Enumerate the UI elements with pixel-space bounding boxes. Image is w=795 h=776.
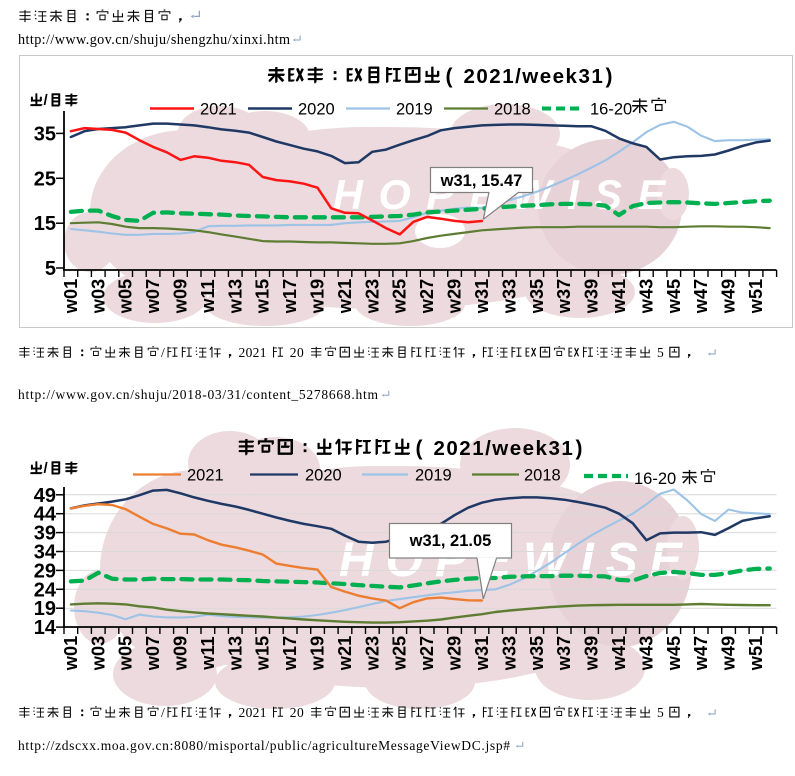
svg-text:w31: w31 bbox=[472, 279, 492, 314]
svg-text:2021: 2021 bbox=[200, 101, 237, 119]
svg-text:w07: w07 bbox=[143, 636, 163, 671]
svg-text:w09: w09 bbox=[171, 279, 191, 314]
svg-text:2020: 2020 bbox=[298, 101, 335, 119]
svg-text:w51: w51 bbox=[746, 279, 766, 314]
svg-text:w03: w03 bbox=[88, 279, 108, 314]
svg-text:2020: 2020 bbox=[305, 467, 342, 485]
svg-text:w29: w29 bbox=[445, 279, 465, 314]
svg-text:w27: w27 bbox=[417, 636, 437, 671]
svg-text:): ) bbox=[576, 437, 583, 460]
svg-text:2021: 2021 bbox=[239, 705, 267, 720]
svg-text:2021: 2021 bbox=[239, 345, 267, 360]
svg-text:/: / bbox=[161, 345, 165, 360]
svg-text:(: ( bbox=[446, 65, 453, 88]
svg-text:w19: w19 bbox=[308, 279, 328, 314]
svg-text:w25: w25 bbox=[390, 279, 410, 314]
svg-text:2019: 2019 bbox=[396, 101, 433, 119]
svg-text:w41: w41 bbox=[609, 636, 629, 671]
svg-text:w43: w43 bbox=[636, 636, 656, 671]
svg-text:): ) bbox=[606, 65, 613, 88]
svg-text:w27: w27 bbox=[417, 279, 437, 314]
svg-text:w41: w41 bbox=[609, 279, 629, 314]
svg-text:w37: w37 bbox=[554, 279, 574, 314]
svg-text:http://www.gov.cn/shuju/shengz: http://www.gov.cn/shuju/shengzhu/xinxi.h… bbox=[18, 32, 290, 48]
svg-text:39: 39 bbox=[34, 523, 56, 545]
svg-text:49: 49 bbox=[34, 485, 56, 507]
svg-text:w43: w43 bbox=[636, 279, 656, 314]
svg-text:http://zdscxx.moa.gov.cn:8080/: http://zdscxx.moa.gov.cn:8080/misportal/… bbox=[18, 738, 510, 753]
svg-text:w13: w13 bbox=[225, 279, 245, 314]
svg-text:5: 5 bbox=[657, 345, 664, 360]
svg-text:w03: w03 bbox=[88, 636, 108, 671]
svg-text:5: 5 bbox=[45, 258, 56, 280]
svg-text:w45: w45 bbox=[664, 279, 684, 314]
svg-text:w23: w23 bbox=[362, 279, 382, 314]
svg-text:w31: w31 bbox=[472, 636, 492, 671]
svg-text:w25: w25 bbox=[390, 636, 410, 671]
svg-text:44: 44 bbox=[34, 504, 57, 526]
svg-text:/: / bbox=[161, 705, 165, 720]
svg-text:2021/week31: 2021/week31 bbox=[434, 437, 575, 460]
svg-text:w01: w01 bbox=[61, 279, 81, 314]
svg-text:34: 34 bbox=[34, 542, 57, 564]
svg-text:w31, 15.47: w31, 15.47 bbox=[440, 172, 523, 190]
svg-text:w33: w33 bbox=[499, 279, 519, 314]
svg-text:w15: w15 bbox=[253, 279, 273, 314]
svg-text:w05: w05 bbox=[116, 279, 136, 314]
svg-text:20: 20 bbox=[290, 345, 304, 360]
svg-text:w21: w21 bbox=[335, 279, 355, 314]
svg-text:/: / bbox=[44, 460, 49, 477]
svg-text:w47: w47 bbox=[691, 279, 711, 314]
svg-text:2018: 2018 bbox=[524, 467, 561, 485]
svg-text:16-20: 16-20 bbox=[590, 101, 632, 119]
svg-text:w07: w07 bbox=[143, 279, 163, 314]
svg-text:w29: w29 bbox=[445, 636, 465, 671]
svg-text:29: 29 bbox=[34, 560, 56, 582]
svg-text:25: 25 bbox=[34, 168, 56, 190]
svg-text:35: 35 bbox=[34, 123, 56, 145]
svg-text:w23: w23 bbox=[362, 636, 382, 671]
svg-text:w51: w51 bbox=[746, 636, 766, 671]
svg-text:w49: w49 bbox=[719, 279, 739, 314]
svg-text:(: ( bbox=[416, 437, 423, 460]
svg-text:w21: w21 bbox=[335, 636, 355, 671]
svg-text:w01: w01 bbox=[61, 636, 81, 671]
svg-text:w09: w09 bbox=[171, 636, 191, 671]
svg-text:w37: w37 bbox=[554, 636, 574, 671]
svg-text:16-20: 16-20 bbox=[634, 470, 676, 488]
svg-text:w39: w39 bbox=[582, 279, 602, 314]
svg-text:w39: w39 bbox=[582, 636, 602, 671]
svg-text:w11: w11 bbox=[198, 636, 218, 670]
svg-text:15: 15 bbox=[34, 213, 56, 235]
svg-text:w31, 21.05: w31, 21.05 bbox=[409, 532, 492, 550]
svg-text:20: 20 bbox=[290, 705, 304, 720]
svg-text:14: 14 bbox=[34, 617, 57, 639]
svg-text:w45: w45 bbox=[664, 636, 684, 671]
svg-text:19: 19 bbox=[34, 598, 56, 620]
svg-text:2021/week31: 2021/week31 bbox=[464, 65, 605, 88]
svg-text:w33: w33 bbox=[499, 636, 519, 671]
svg-text:w17: w17 bbox=[280, 279, 300, 314]
svg-text:w47: w47 bbox=[691, 636, 711, 671]
svg-text:24: 24 bbox=[34, 579, 57, 601]
svg-text:w15: w15 bbox=[253, 636, 273, 671]
svg-text:/: / bbox=[44, 92, 49, 109]
svg-text:w13: w13 bbox=[225, 636, 245, 671]
svg-text:2019: 2019 bbox=[415, 467, 452, 485]
svg-text:2021: 2021 bbox=[187, 467, 224, 485]
svg-text:5: 5 bbox=[657, 705, 664, 720]
svg-text:w11: w11 bbox=[198, 279, 218, 313]
svg-text:w19: w19 bbox=[308, 636, 328, 671]
svg-text:w35: w35 bbox=[527, 636, 547, 671]
svg-text:w35: w35 bbox=[527, 279, 547, 314]
svg-text:2018: 2018 bbox=[494, 101, 531, 119]
svg-text:w49: w49 bbox=[719, 636, 739, 671]
svg-text:w17: w17 bbox=[280, 636, 300, 671]
svg-text:http://www.gov.cn/shuju/2018-0: http://www.gov.cn/shuju/2018-03/31/conte… bbox=[18, 387, 378, 402]
svg-text:w05: w05 bbox=[116, 636, 136, 671]
